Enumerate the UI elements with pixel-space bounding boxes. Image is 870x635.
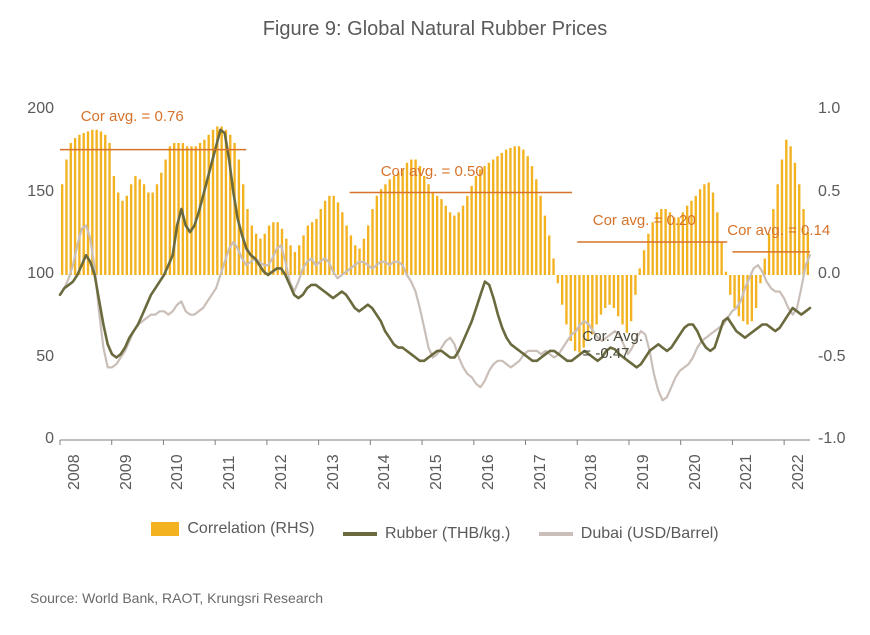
ytick-right: -1.0 [818,430,866,448]
xtick: 2022 [790,454,808,490]
ytick-left: 150 [6,183,54,201]
ytick-left: 100 [6,265,54,283]
annotation-label: Cor avg. = 0.14 [727,222,830,239]
xtick: 2013 [325,454,343,490]
figure-container: Figure 9: Global Natural Rubber Prices 0… [0,0,870,635]
legend-swatch-bar [151,522,179,536]
ytick-left: 0 [6,430,54,448]
legend-item-correlation: Correlation (RHS) [151,520,314,538]
plot-area [60,110,810,440]
xtick: 2014 [376,454,394,490]
xtick: 2015 [428,454,446,490]
legend-label: Dubai (USD/Barrel) [581,525,719,543]
source-note: Source: World Bank, RAOT, Krungsri Resea… [30,590,323,606]
ytick-right: -0.5 [818,348,866,366]
xtick: 2016 [480,454,498,490]
xtick: 2008 [66,454,84,490]
chart-svg [60,110,810,440]
legend-swatch-line [343,532,377,536]
annotation-label: Cor. Avg.= -0.47 [582,328,643,362]
xtick: 2012 [273,454,291,490]
legend: Correlation (RHS) Rubber (THB/kg.) Dubai… [0,520,870,543]
annotation-label: Cor avg. = 0.20 [593,212,696,229]
ytick-left: 200 [6,100,54,118]
ytick-right: 0.5 [818,183,866,201]
xtick: 2011 [221,456,239,490]
xtick: 2020 [687,454,705,490]
annotation-label: Cor avg. = 0.76 [81,108,184,125]
ytick-left: 50 [6,348,54,366]
legend-swatch-line [539,532,573,536]
legend-item-rubber: Rubber (THB/kg.) [343,525,510,543]
chart-title: Figure 9: Global Natural Rubber Prices [0,18,870,41]
legend-label: Correlation (RHS) [187,520,314,538]
ytick-right: 0.0 [818,265,866,283]
xtick: 2021 [738,454,756,490]
ytick-right: 1.0 [818,100,866,118]
xtick: 2018 [583,454,601,490]
xtick: 2010 [169,454,187,490]
legend-label: Rubber (THB/kg.) [385,525,510,543]
legend-item-dubai: Dubai (USD/Barrel) [539,525,719,543]
xtick: 2009 [118,454,136,490]
xtick: 2019 [635,454,653,490]
annotation-label: Cor avg. = 0.50 [381,163,484,180]
xtick: 2017 [532,454,550,490]
